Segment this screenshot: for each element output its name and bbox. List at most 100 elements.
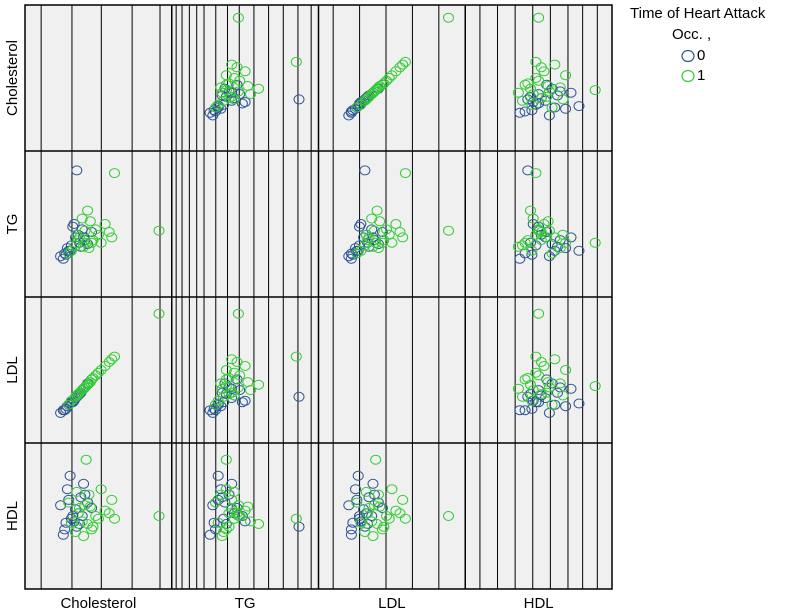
point-series-1 — [530, 367, 542, 378]
point-series-1 — [87, 235, 99, 246]
point-series-1 — [397, 232, 409, 243]
point-series-1 — [234, 75, 246, 86]
row-label-ldl: LDL — [4, 356, 21, 384]
point-series-1 — [153, 511, 165, 521]
point-series-1 — [381, 224, 392, 235]
point-series-0 — [565, 383, 577, 394]
point-series-1 — [212, 517, 224, 528]
point-series-0 — [60, 517, 72, 528]
point-series-0 — [293, 94, 305, 105]
legend-item-0: 0 — [630, 46, 800, 66]
point-series-1 — [512, 383, 524, 394]
point-series-1 — [231, 357, 243, 367]
scatter-matrix: Cholesterol TG LDL HDL Cholesterol TG LDL HDL — [4, 4, 613, 612]
point-series-1 — [557, 94, 569, 105]
legend-marker-1-icon — [681, 69, 695, 83]
point-series-1 — [106, 494, 118, 505]
point-series-1 — [215, 378, 227, 389]
legend-label-1: 1 — [697, 67, 706, 84]
point-series-0 — [376, 503, 388, 513]
point-series-0 — [212, 470, 224, 481]
point-series-1 — [223, 78, 235, 89]
point-series-1 — [210, 399, 221, 410]
point-series-0 — [522, 165, 534, 176]
point-series-1 — [367, 87, 379, 98]
point-series-1 — [87, 521, 99, 532]
point-series-1 — [533, 308, 545, 319]
point-series-1 — [82, 519, 94, 529]
column-label-tg: TG — [235, 595, 256, 612]
point-series-1 — [394, 227, 406, 237]
point-series-1 — [109, 351, 120, 362]
point-series-0 — [514, 107, 526, 118]
point-series-0 — [204, 529, 216, 540]
point-series-1 — [554, 82, 566, 93]
point-series-1 — [253, 83, 265, 94]
point-series-0 — [560, 243, 572, 254]
point-series-0 — [549, 399, 561, 410]
point-series-1 — [106, 354, 118, 365]
point-series-1 — [390, 219, 402, 229]
point-series-1 — [378, 235, 390, 246]
point-series-1 — [525, 205, 536, 216]
point-series-1 — [242, 377, 254, 388]
point-series-1 — [386, 70, 398, 81]
point-series-0 — [354, 511, 365, 521]
point-series-1 — [530, 73, 542, 83]
point-series-1 — [78, 531, 90, 542]
point-series-1 — [399, 168, 411, 179]
point-series-1 — [368, 500, 380, 511]
point-series-1 — [386, 237, 398, 248]
point-series-1 — [517, 391, 528, 402]
point-series-1 — [359, 240, 371, 251]
point-series-0 — [208, 403, 220, 414]
point-series-1 — [153, 225, 165, 236]
point-series-0 — [354, 221, 365, 232]
point-series-0 — [236, 397, 248, 408]
point-series-0 — [573, 101, 585, 112]
point-series-1 — [522, 78, 534, 89]
point-series-0 — [61, 243, 73, 254]
point-series-1 — [228, 390, 240, 401]
point-series-1 — [220, 381, 232, 392]
point-series-0 — [207, 500, 219, 511]
point-series-0 — [343, 500, 355, 511]
point-series-1 — [546, 399, 558, 410]
point-series-1 — [226, 354, 238, 365]
point-series-0 — [63, 494, 75, 505]
cell-ldl-ldl — [318, 297, 466, 443]
point-series-1 — [231, 62, 243, 73]
point-series-1 — [210, 102, 221, 113]
point-series-1 — [360, 229, 372, 240]
point-series-1 — [546, 102, 558, 113]
point-series-0 — [345, 529, 357, 540]
point-series-1 — [554, 378, 566, 389]
point-series-1 — [374, 501, 386, 512]
point-series-0 — [236, 511, 248, 521]
point-series-1 — [560, 70, 572, 81]
point-series-1 — [546, 248, 558, 259]
point-series-0 — [219, 497, 231, 508]
point-series-1 — [70, 240, 81, 251]
point-series-1 — [90, 511, 102, 521]
point-series-0 — [75, 492, 87, 503]
cell-cholesterol-tg — [171, 5, 319, 151]
point-series-1 — [367, 531, 379, 542]
point-series-1 — [63, 497, 75, 508]
column-label-cholesterol: Cholesterol — [60, 595, 136, 612]
point-series-0 — [565, 87, 577, 98]
point-series-0 — [239, 395, 251, 406]
point-series-1 — [232, 511, 244, 521]
point-series-1 — [242, 81, 254, 91]
point-series-1 — [76, 516, 88, 527]
point-series-1 — [82, 205, 94, 216]
point-series-1 — [371, 205, 383, 216]
cell-ldl-cholesterol — [25, 297, 172, 443]
point-series-0 — [526, 105, 538, 116]
point-series-1 — [443, 511, 454, 521]
point-series-0 — [345, 524, 357, 535]
point-series-0 — [358, 232, 370, 243]
point-series-1 — [210, 497, 221, 508]
point-series-0 — [368, 489, 380, 500]
point-series-0 — [352, 470, 364, 481]
